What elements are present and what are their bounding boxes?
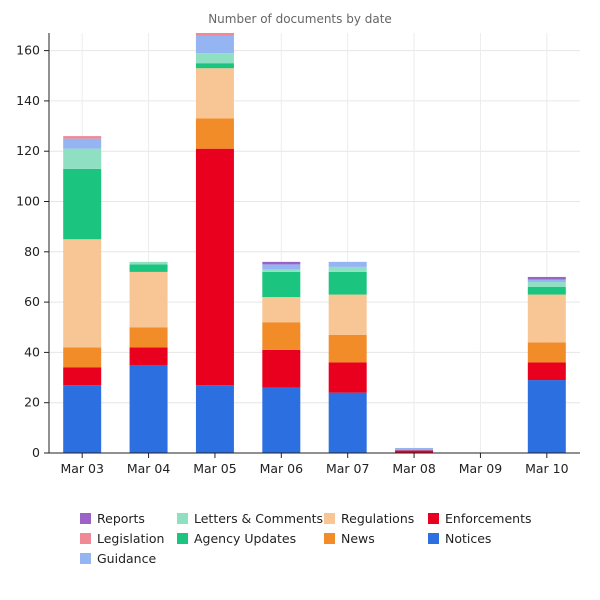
y-tick-label: 120 bbox=[16, 143, 40, 158]
legend-swatch bbox=[324, 532, 335, 544]
bar-segment bbox=[328, 271, 367, 295]
bar-segment bbox=[395, 447, 434, 451]
x-tick-label: Mar 03 bbox=[60, 461, 103, 476]
legend-swatch bbox=[80, 512, 91, 524]
bar-segment bbox=[262, 387, 301, 453]
bar-segment bbox=[527, 287, 566, 295]
bar-segment bbox=[395, 450, 434, 453]
bar-segment bbox=[262, 349, 301, 388]
bar-segment bbox=[262, 322, 301, 350]
bar-segment bbox=[527, 342, 566, 363]
legend-label: Enforcements bbox=[445, 510, 532, 526]
x-tick-label: Mar 05 bbox=[193, 461, 236, 476]
legend-item: Agency Updates bbox=[177, 530, 324, 546]
bar-segment bbox=[527, 362, 566, 381]
chart-title: Number of documents by date bbox=[208, 12, 392, 26]
y-tick-label: 40 bbox=[24, 344, 40, 359]
bar-segment bbox=[527, 279, 566, 282]
bar-segment bbox=[195, 35, 234, 54]
legend-item: Guidance bbox=[80, 550, 177, 566]
bar-segment bbox=[527, 294, 566, 343]
bar-segment bbox=[195, 33, 234, 36]
y-tick-label: 140 bbox=[16, 93, 40, 108]
x-tick-label: Mar 07 bbox=[326, 461, 369, 476]
y-tick-label: 160 bbox=[16, 43, 40, 58]
bar-segment bbox=[63, 347, 102, 368]
bar-segment bbox=[262, 261, 301, 265]
bar-segment bbox=[195, 63, 234, 69]
legend-label: Legislation bbox=[97, 530, 165, 546]
y-tick-label: 100 bbox=[16, 194, 40, 209]
bar-segment bbox=[63, 138, 102, 149]
legend-label: Letters & Comments bbox=[194, 510, 324, 526]
y-tick-label: 0 bbox=[32, 445, 40, 460]
legend-swatch bbox=[80, 552, 91, 564]
legend-swatch bbox=[177, 532, 188, 544]
legend-item: News bbox=[324, 530, 428, 546]
bar-segment bbox=[195, 53, 234, 64]
bar-segment bbox=[527, 380, 566, 453]
bar-segment bbox=[328, 362, 367, 393]
x-tick-label: Mar 06 bbox=[260, 461, 304, 476]
bar-segment bbox=[63, 239, 102, 348]
legend-item: Enforcements bbox=[428, 510, 548, 526]
bar-segment bbox=[527, 281, 566, 288]
x-tick-label: Mar 10 bbox=[525, 461, 569, 476]
legend-swatch bbox=[80, 532, 91, 544]
legend-label: Agency Updates bbox=[194, 530, 297, 546]
x-tick-label: Mar 09 bbox=[459, 461, 503, 476]
bar-segment bbox=[262, 264, 301, 270]
bar-segment bbox=[63, 168, 102, 240]
legend-label: Notices bbox=[445, 530, 492, 546]
legend-label: News bbox=[341, 530, 375, 546]
bar-segment bbox=[328, 261, 367, 267]
bar-segment bbox=[129, 264, 168, 272]
bar-segment bbox=[195, 118, 234, 149]
bar-segment bbox=[262, 269, 301, 272]
legend-label: Regulations bbox=[341, 510, 415, 526]
legend-item: Regulations bbox=[324, 510, 428, 526]
bar-segment bbox=[328, 392, 367, 453]
legend-label: Guidance bbox=[97, 550, 157, 566]
legend-swatch bbox=[177, 512, 188, 524]
bar-segment bbox=[63, 367, 102, 386]
plot-area: 0 20 40 60 80 100 120 140 160 Mar 03 Mar 04 Mar 05 M… bbox=[16, 33, 580, 476]
bar-segment bbox=[195, 385, 234, 453]
legend-item: Reports bbox=[80, 510, 177, 526]
bar-segment bbox=[129, 327, 168, 348]
legend-item: Notices bbox=[428, 530, 548, 546]
x-tick-label: Mar 04 bbox=[127, 461, 171, 476]
legend-label: Reports bbox=[97, 510, 145, 526]
bar-segment bbox=[129, 364, 168, 453]
bar-segment bbox=[63, 136, 102, 139]
bar-segment bbox=[195, 68, 234, 119]
bar-segment bbox=[527, 276, 566, 280]
bar-segment bbox=[129, 271, 168, 328]
bar-segment bbox=[129, 347, 168, 365]
bar-segment bbox=[262, 271, 301, 298]
legend-swatch bbox=[428, 512, 439, 524]
x-tick-label: Mar 08 bbox=[392, 461, 436, 476]
legend: Reports Letters & Comments Regulations Enfo… bbox=[80, 510, 580, 566]
y-tick-label: 60 bbox=[24, 294, 40, 309]
legend-item: Legislation bbox=[80, 530, 177, 546]
legend-item: Letters & Comments bbox=[177, 510, 324, 526]
legend-swatch bbox=[324, 512, 335, 524]
bar-segment bbox=[262, 297, 301, 323]
legend-swatch bbox=[428, 532, 439, 544]
bar-segment bbox=[328, 334, 367, 363]
bar-segment bbox=[328, 294, 367, 335]
bar-segment bbox=[63, 148, 102, 169]
y-tick-label: 80 bbox=[24, 244, 40, 259]
bar-segment bbox=[129, 261, 168, 265]
bar-segment bbox=[63, 385, 102, 453]
y-tick-label: 20 bbox=[24, 395, 40, 410]
bar-segment bbox=[328, 266, 367, 272]
bar-segment bbox=[195, 148, 234, 386]
